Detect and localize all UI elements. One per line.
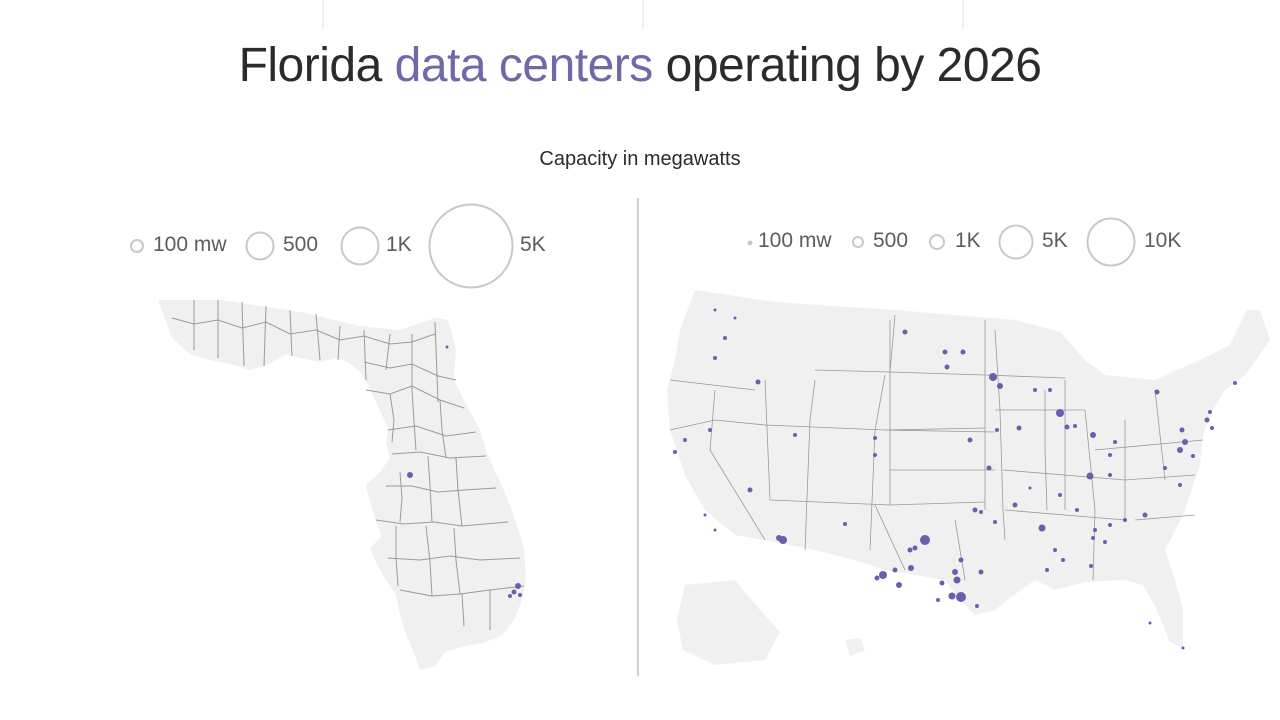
florida-county-lines <box>171 300 525 630</box>
fl-legend-label-1k: 1K <box>386 233 412 256</box>
us-data-center-dots <box>673 308 1237 650</box>
us-legend-label-5k: 5K <box>1042 229 1068 252</box>
us-legend-circle-5k <box>998 224 1034 260</box>
title-highlight: data centers <box>394 39 654 92</box>
us-map <box>667 290 1270 665</box>
fl-legend-label-100: 100 mw <box>153 233 227 256</box>
title-part2: operating by 2026 <box>652 39 1042 92</box>
size-legend-circles <box>130 203 1136 289</box>
fl-legend-circle-5k <box>428 203 514 289</box>
hawaii-land <box>845 638 865 656</box>
us-legend-circle-10k <box>1086 217 1136 267</box>
fl-legend-label-5k: 5K <box>520 233 546 256</box>
florida-map <box>158 300 526 670</box>
fl-legend-label-500: 500 <box>283 233 319 256</box>
us-land <box>667 290 1270 665</box>
florida-land <box>158 300 526 670</box>
us-state-lines <box>669 314 1204 581</box>
florida-data-center-dots <box>407 345 522 598</box>
us-legend-label-500: 500 <box>873 229 909 252</box>
alaska-land <box>677 580 780 665</box>
top-strip <box>0 0 1280 30</box>
contiguous-us-land <box>667 290 1270 648</box>
panel-divider <box>637 198 639 676</box>
us-legend-circle-500 <box>852 236 864 248</box>
us-legend-label-100: 100 mw <box>758 229 832 252</box>
us-legend-label-10k: 10K <box>1144 229 1182 252</box>
title-part1: Florida <box>238 39 395 92</box>
fl-legend-circle-500 <box>245 231 275 261</box>
us-legend-label-1k: 1K <box>955 229 981 252</box>
page-title: Florida data centers operating by 2026 <box>0 38 1280 93</box>
us-legend-circle-1k <box>929 234 945 250</box>
fl-legend-circle-100 <box>130 239 144 253</box>
us-legend-circle-100 <box>747 240 753 246</box>
fl-legend-circle-1k <box>340 226 380 266</box>
legend-title: Capacity in megawatts <box>539 148 741 170</box>
